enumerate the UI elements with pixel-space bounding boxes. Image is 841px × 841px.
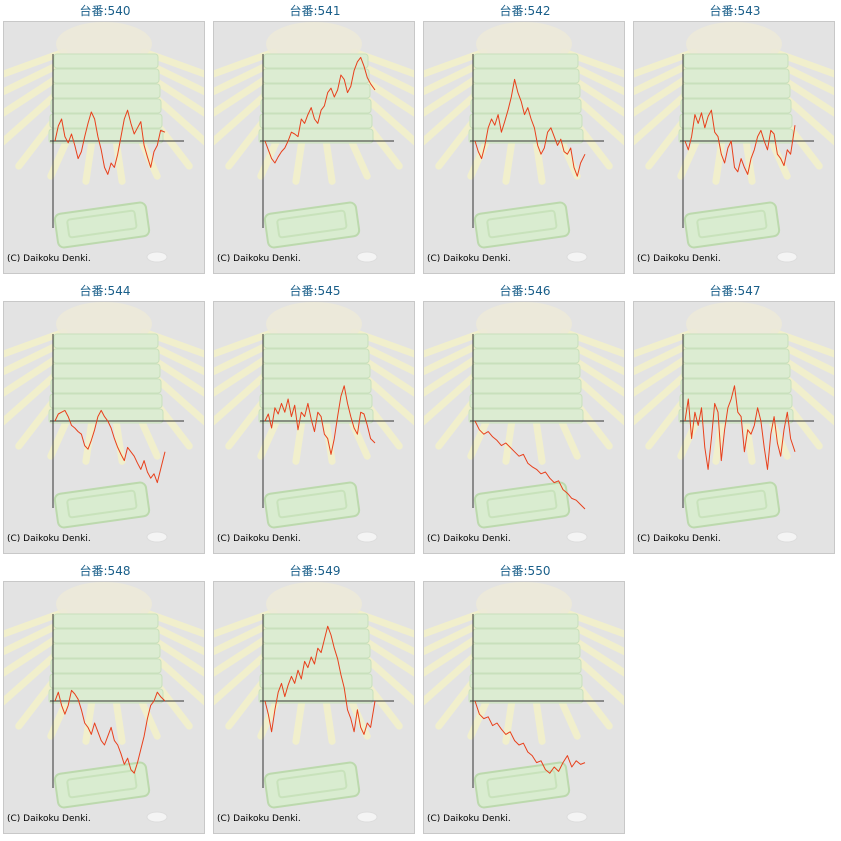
machine-number-title[interactable]: 台番:546 — [499, 284, 551, 298]
series-line — [474, 78, 586, 177]
slump-graph — [4, 582, 204, 823]
slump-graph — [424, 302, 624, 543]
chart-cell: 台番:540 (C) Daikoku Denki. — [0, 0, 210, 280]
chart-cell: 台番:541 (C) Daikoku Denki. — [210, 0, 420, 280]
background-illustration — [4, 582, 204, 823]
chart-cell: 台番:549 (C) Daikoku Denki. — [210, 560, 420, 840]
slump-graph — [4, 22, 204, 263]
chart-panel: (C) Daikoku Denki. — [423, 581, 625, 834]
copyright-credit: (C) Daikoku Denki. — [217, 254, 301, 264]
copyright-credit: (C) Daikoku Denki. — [217, 534, 301, 544]
slump-graph — [214, 22, 414, 263]
copyright-credit: (C) Daikoku Denki. — [7, 814, 91, 824]
chart-panel: (C) Daikoku Denki. — [213, 301, 415, 554]
machine-number-title[interactable]: 台番:545 — [289, 284, 341, 298]
chart-panel: (C) Daikoku Denki. — [633, 301, 835, 554]
slump-graph — [4, 302, 204, 543]
series-line — [264, 56, 376, 164]
chart-cell: 台番:542 (C) Daikoku Denki. — [420, 0, 630, 280]
chart-panel: (C) Daikoku Denki. — [3, 581, 205, 834]
background-illustration — [214, 22, 414, 263]
slump-graph — [424, 22, 624, 263]
machine-number-title[interactable]: 台番:547 — [709, 284, 761, 298]
chart-cell: 台番:544 (C) Daikoku Denki. — [0, 280, 210, 560]
slump-graph — [424, 582, 624, 823]
copyright-credit: (C) Daikoku Denki. — [7, 254, 91, 264]
series-line — [474, 700, 586, 774]
background-illustration — [214, 582, 414, 823]
chart-cell: 台番:543 (C) Daikoku Denki. — [630, 0, 840, 280]
background-illustration — [424, 22, 624, 263]
series-line — [684, 109, 796, 175]
machine-number-title[interactable]: 台番:540 — [79, 4, 131, 18]
machine-number-title[interactable]: 台番:550 — [499, 564, 551, 578]
series-line — [684, 385, 796, 470]
chart-panel: (C) Daikoku Denki. — [3, 301, 205, 554]
chart-panel: (C) Daikoku Denki. — [213, 21, 415, 274]
machine-number-title[interactable]: 台番:548 — [79, 564, 131, 578]
slump-graph — [214, 582, 414, 823]
slump-graph — [214, 302, 414, 543]
background-illustration — [4, 22, 204, 263]
series-line — [54, 409, 166, 484]
copyright-credit: (C) Daikoku Denki. — [427, 534, 511, 544]
machine-number-title[interactable]: 台番:549 — [289, 564, 341, 578]
chart-cell: 台番:550 (C) Daikoku Denki. — [420, 560, 630, 840]
series-line — [474, 420, 586, 510]
copyright-credit: (C) Daikoku Denki. — [427, 814, 511, 824]
chart-panel: (C) Daikoku Denki. — [423, 301, 625, 554]
chart-cell: 台番:546 (C) Daikoku Denki. — [420, 280, 630, 560]
background-illustration — [424, 582, 624, 823]
chart-panel: (C) Daikoku Denki. — [633, 21, 835, 274]
copyright-credit: (C) Daikoku Denki. — [637, 534, 721, 544]
chart-panel: (C) Daikoku Denki. — [213, 581, 415, 834]
chart-cell: 台番:548 (C) Daikoku Denki. — [0, 560, 210, 840]
slump-graph — [634, 22, 834, 263]
series-line — [264, 625, 376, 735]
chart-cell: 台番:545 (C) Daikoku Denki. — [210, 280, 420, 560]
background-illustration — [634, 302, 834, 543]
copyright-credit: (C) Daikoku Denki. — [217, 814, 301, 824]
chart-panel: (C) Daikoku Denki. — [423, 21, 625, 274]
slump-graph — [634, 302, 834, 543]
machine-number-title[interactable]: 台番:541 — [289, 4, 341, 18]
background-illustration — [214, 302, 414, 543]
series-line — [264, 385, 376, 455]
chart-cell: 台番:547 (C) Daikoku Denki. — [630, 280, 840, 560]
copyright-credit: (C) Daikoku Denki. — [427, 254, 511, 264]
copyright-credit: (C) Daikoku Denki. — [637, 254, 721, 264]
background-illustration — [424, 302, 624, 543]
machine-number-title[interactable]: 台番:542 — [499, 4, 551, 18]
background-illustration — [634, 22, 834, 263]
series-line — [54, 689, 166, 774]
series-line — [54, 109, 166, 175]
copyright-credit: (C) Daikoku Denki. — [7, 534, 91, 544]
machine-number-title[interactable]: 台番:543 — [709, 4, 761, 18]
machine-number-title[interactable]: 台番:544 — [79, 284, 131, 298]
chart-panel: (C) Daikoku Denki. — [3, 21, 205, 274]
background-illustration — [4, 302, 204, 543]
